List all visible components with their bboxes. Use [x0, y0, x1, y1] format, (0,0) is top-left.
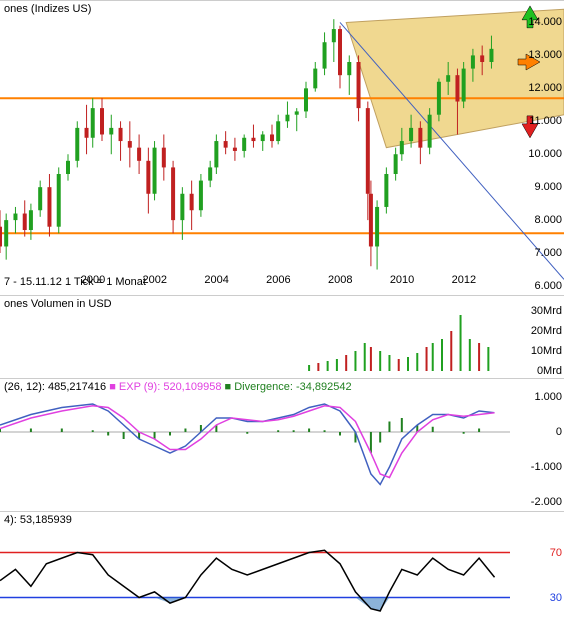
- macd-panel: (26, 12): 485,217416 ■ EXP (9): 520,1099…: [0, 378, 564, 508]
- rsi-panel: 4): 53,185939 7030: [0, 511, 564, 626]
- rsi-chart: [0, 512, 564, 627]
- price-chart: [0, 1, 564, 291]
- price-panel: ones (Indizes US) 6.0007.0008.0009.00010…: [0, 0, 564, 290]
- volume-chart: [0, 296, 564, 376]
- volume-panel: ones Volumen in USD 0Mrd10Mrd20Mrd30Mrd: [0, 295, 564, 375]
- price-subtitle: 7 - 15.11.12 1 Tick = 1 Monat: [4, 276, 146, 288]
- macd-chart: [0, 379, 564, 509]
